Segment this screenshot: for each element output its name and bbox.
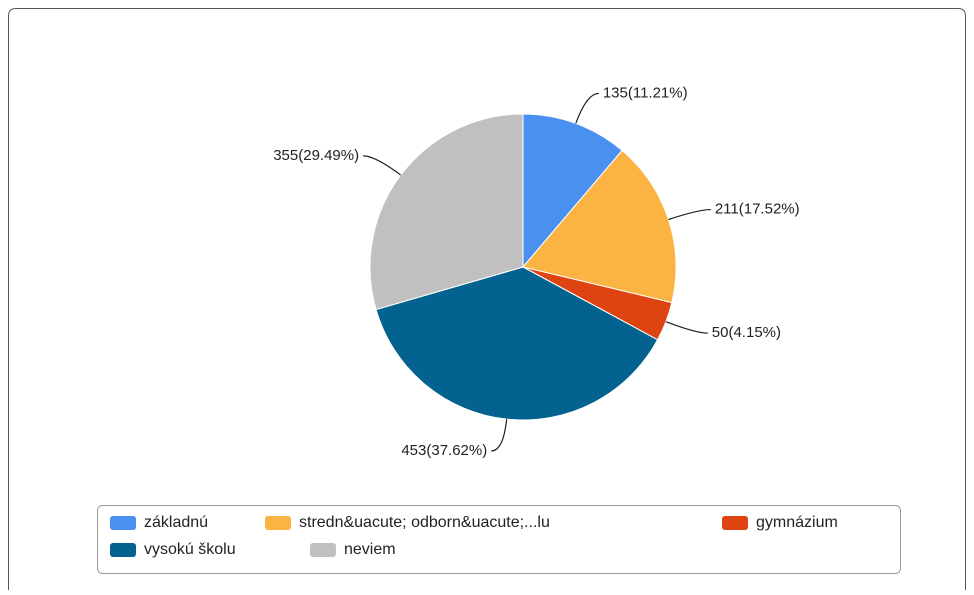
legend-label: neviem [344,541,396,558]
data-label: 50(4.15%) [712,324,781,341]
leader-line [665,321,708,334]
data-label: 453(37.62%) [401,442,487,459]
leader-line [668,208,711,221]
legend-label: gymnázium [756,514,838,531]
data-label: 355(29.49%) [273,147,359,164]
leader-line [575,92,599,124]
chart-frame [8,8,966,590]
legend-swatch [110,543,136,557]
pie-slice [522,149,677,304]
legend-swatch [310,543,336,557]
leader-line [363,155,402,176]
data-label: 211(17.52%) [715,201,800,218]
legend-swatch [265,516,291,530]
legend-box [97,505,901,574]
data-label: 135(11.21%) [603,84,688,101]
pie-slice [522,113,623,269]
legend-swatch [722,516,748,530]
pie-slice [375,266,659,421]
legend-label: stredn&uacute; odborn&uacute;...lu [299,514,550,531]
legend-swatch [110,516,136,530]
leader-line [491,419,508,452]
legend-label: základnú [144,514,208,531]
legend-label: vysokú školu [144,541,236,558]
